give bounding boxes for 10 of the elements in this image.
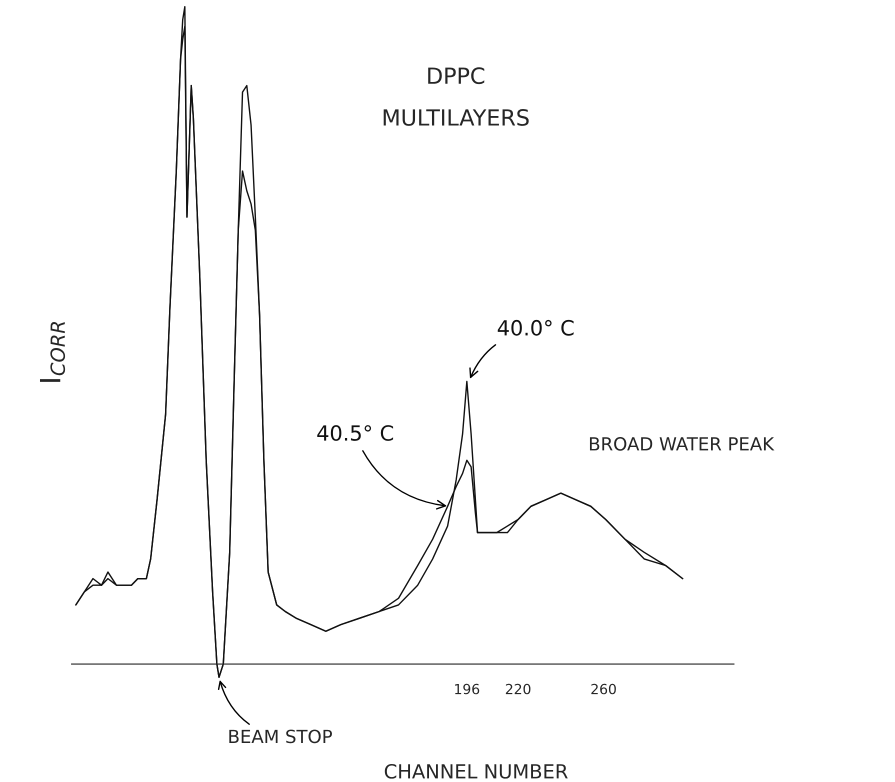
- annotation: BROAD WATER PEAK: [590, 437, 774, 451]
- annotation: BEAM STOP: [229, 730, 332, 744]
- text: DPPC MULTILAYERS: [384, 67, 529, 126]
- x-axis-title: CHANNEL NUMBER: [384, 764, 568, 779]
- text: 40.0° C: [498, 320, 574, 336]
- x-tick-label: 196: [455, 684, 480, 694]
- y-axis-title: I$_{CORR}$: [40, 322, 66, 382]
- x-tick-label: 220: [506, 684, 530, 694]
- x-tick-label: 260: [591, 684, 616, 694]
- text: 40.5° C: [317, 425, 394, 441]
